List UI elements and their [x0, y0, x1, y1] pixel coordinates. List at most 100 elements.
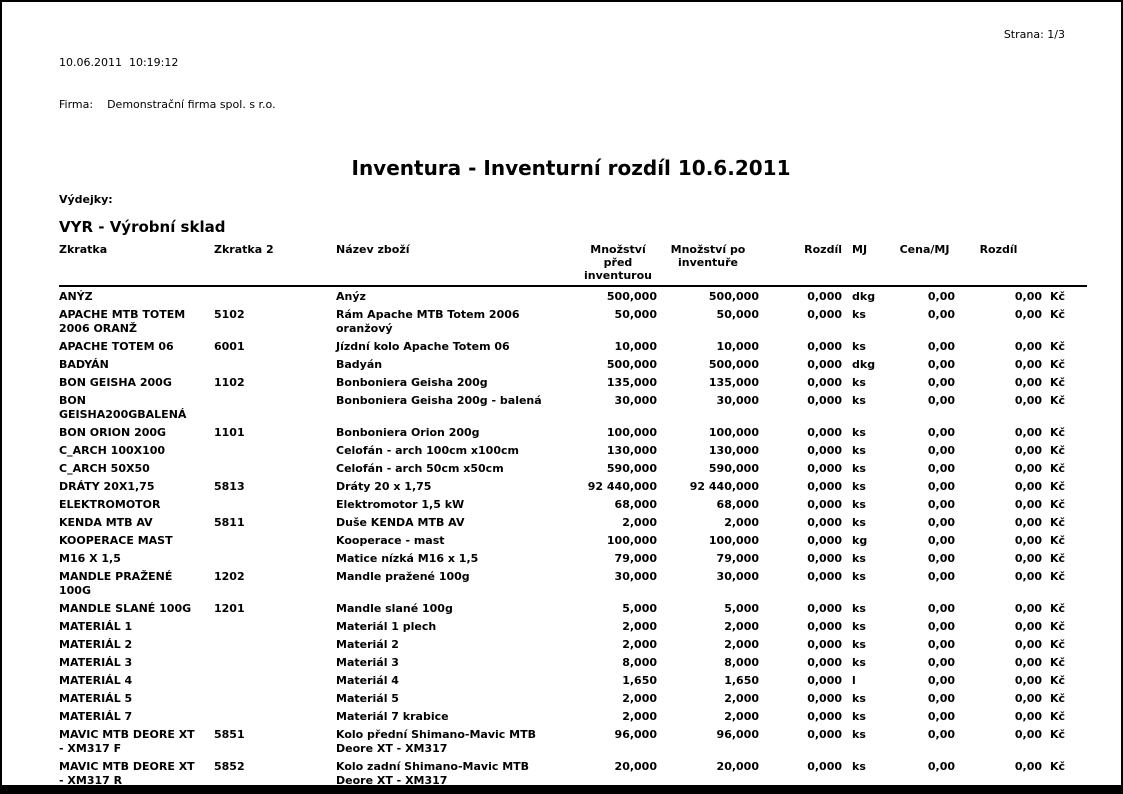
table-row: BON GEISHA200GBALENÁ Bonboniera Geisha 2… [59, 391, 1087, 423]
cell-zkratka2: 5813 [214, 480, 245, 493]
cell-rozdil2: 0,00 [1014, 602, 1042, 615]
table-row: MANDLE PRAŽENÉ 100G 1202 Mandle pražené … [59, 567, 1087, 599]
cell-zkratka: MATERIÁL 2 [59, 638, 133, 651]
cell-rozdil: 0,000 [807, 602, 842, 615]
cell-currency: Kč [1050, 728, 1066, 741]
cell-rozdil: 0,000 [807, 290, 842, 303]
cell-currency: Kč [1050, 462, 1066, 475]
cell-rozdil: 0,000 [807, 426, 842, 439]
cell-zkratka: MATERIÁL 7 [59, 710, 133, 723]
cell-nazev: Bonboniera Orion 200g [336, 426, 480, 439]
table-row: C_ARCH 50X50 Celofán - arch 50cm x50cm 5… [59, 459, 1087, 477]
cell-currency: Kč [1050, 290, 1066, 303]
cell-mj: ks [852, 480, 866, 493]
cell-cena: 0,00 [927, 602, 955, 615]
table-header-row: Zkratka Zkratka 2 Název zboží Množství p… [59, 243, 1087, 287]
cell-qty-before: 100,000 [606, 534, 657, 547]
cell-qty-before: 500,000 [606, 358, 657, 371]
cell-currency: Kč [1050, 534, 1066, 547]
table-row: MAVIC MTB DEORE XT - XM317 F 5851 Kolo p… [59, 725, 1087, 757]
col-header-qty-after-line2: inventuře [677, 256, 739, 269]
cell-nazev: Materiál 3 [336, 656, 399, 669]
cell-currency: Kč [1050, 516, 1066, 529]
cell-zkratka2 [214, 459, 336, 477]
cell-cena: 0,00 [927, 692, 955, 705]
cell-rozdil: 0,000 [807, 498, 842, 511]
cell-mj: ks [842, 789, 894, 794]
cell-qty-after: 2,000 [724, 516, 759, 529]
cell-qty-before: 30,000 [614, 394, 657, 407]
cell-zkratka: MATERIÁL 4 [59, 674, 133, 687]
cell-mj: dkg [852, 290, 876, 303]
cell-mj: ks [852, 498, 866, 511]
cell-zkratka2: 1102 [214, 376, 245, 389]
col-header-currency-spacer [1042, 243, 1087, 287]
table-row: MATERIÁL 7 Materiál 7 krabice 2,000 2,00… [59, 707, 1087, 725]
cell-rozdil2: 0,00 [1014, 444, 1042, 457]
cell-qty-after: 20,000 [716, 760, 759, 773]
cell-rozdil: 0,000 [807, 638, 842, 651]
cell-cena: 0,00 [927, 534, 955, 547]
cell-rozdil2: 0,00 [1014, 760, 1042, 773]
cell-rozdil: 0,000 [807, 552, 842, 565]
cell-rozdil: 0,000 [759, 789, 842, 794]
cell-rozdil: 0,000 [807, 308, 842, 321]
cell-zkratka: MAVIC XM317S [59, 789, 214, 794]
table-row: ELEKTROMOTOR Elektromotor 1,5 kW 68,000 … [59, 495, 1087, 513]
cell-qty-before: 30,000 [614, 570, 657, 583]
cell-rozdil: 0,000 [807, 394, 842, 407]
cell-zkratka2: 1201 [214, 602, 245, 615]
cell-currency: Kč [1050, 358, 1066, 371]
cell-qty-after: 8,000 [724, 656, 759, 669]
cell-qty-before: 2,000 [622, 620, 657, 633]
cell-currency: Kč [1050, 760, 1066, 773]
col-header-mj: MJ [842, 243, 894, 287]
cell-rozdil: 0,000 [807, 674, 842, 687]
col-header-zkratka: Zkratka [59, 243, 214, 287]
cell-cena: 0,00 [927, 498, 955, 511]
cell-rozdil2: 0,00 [1014, 462, 1042, 475]
cell-qty-after: 500,000 [708, 290, 759, 303]
cell-currency: Kč [1050, 426, 1066, 439]
cell-rozdil2: 0,00 [1014, 710, 1042, 723]
cell-zkratka: ELEKTROMOTOR [59, 498, 161, 511]
cell-mj: ks [852, 760, 866, 773]
cell-qty-after: 68,000 [716, 498, 759, 511]
cell-zkratka2: 1202 [214, 570, 245, 583]
report-meta-left: 10.06.2011 10:19:12 Firma: Demonstrační f… [59, 28, 276, 140]
cell-qty-before: 92 440,000 [587, 480, 657, 493]
table-row: BON ORION 200G 1101 Bonboniera Orion 200… [59, 423, 1087, 441]
cell-cena: 0,00 [927, 340, 955, 353]
cell-qty-after: 17,000 [657, 789, 759, 794]
cell-rozdil: 0,000 [807, 462, 842, 475]
cell-cena: 0,00 [927, 674, 955, 687]
cell-qty-before: 2,000 [622, 692, 657, 705]
cell-zkratka: C_ARCH 100X100 [59, 444, 166, 457]
cell-zkratka2 [214, 707, 336, 725]
col-header-rozdil: Rozdíl [759, 243, 842, 287]
cell-mj: ks [852, 444, 866, 457]
cell-qty-after: 30,000 [716, 570, 759, 583]
cell-mj: ks [852, 462, 866, 475]
cell-nazev: Matice nízká M16 x 1,5 [336, 552, 479, 565]
cell-mj: ks [852, 426, 866, 439]
cell-rozdil2: 0,00 [1014, 290, 1042, 303]
cell-mj: kg [852, 534, 868, 547]
cell-currency: Kč [1050, 308, 1066, 321]
cell-currency: Kč [1042, 789, 1087, 794]
cell-qty-before: 100,000 [606, 426, 657, 439]
cell-rozdil: 0,000 [807, 760, 842, 773]
table-row: MATERIÁL 2 Materiál 2 2,000 2,000 0,000 … [59, 635, 1087, 653]
table-row: MATERIÁL 5 Materiál 5 2,000 2,000 0,000 … [59, 689, 1087, 707]
cell-rozdil: 0,000 [807, 516, 842, 529]
cell-qty-before: 135,000 [606, 376, 657, 389]
cell-zkratka2 [214, 617, 336, 635]
cell-nazev: Mandle slané 100g [336, 602, 453, 615]
cell-nazev: Ráfek Mavic XM317 stříbrný [336, 789, 579, 794]
cell-rozdil2: 0,00 [1014, 516, 1042, 529]
cell-rozdil: 0,000 [807, 340, 842, 353]
cell-zkratka2 [214, 671, 336, 689]
col-header-zkratka2: Zkratka 2 [214, 243, 336, 287]
cell-rozdil: 0,000 [807, 728, 842, 741]
